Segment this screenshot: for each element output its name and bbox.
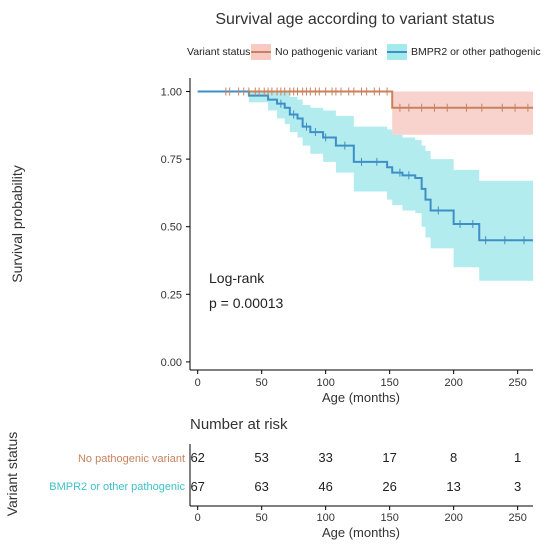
risk-x-tick-label: 150	[380, 512, 398, 524]
logrank-label: Log-rank	[209, 270, 265, 286]
survival-line-bmpr2	[197, 90, 533, 242]
risk-table-ylabel: Variant status	[4, 432, 20, 517]
chart-title: Survival age according to variant status	[215, 11, 494, 28]
risk-value-bmpr2: 63	[254, 479, 268, 494]
risk-value-no-pathogenic: 53	[254, 450, 268, 465]
x-tick-label: 100	[316, 377, 334, 389]
risk-x-axis-ticks: 0 50 100 150 200 250	[195, 506, 527, 524]
risk-table-title: Number at risk	[190, 416, 288, 433]
risk-value-no-pathogenic: 1	[514, 450, 521, 465]
risk-x-tick-label: 250	[508, 512, 526, 524]
legend-label-no-pathogenic: No pathogenic variant	[275, 46, 377, 58]
risk-value-bmpr2: 13	[446, 479, 460, 494]
ci-band-no-pathogenic	[197, 91, 533, 135]
risk-value-bmpr2: 26	[382, 479, 396, 494]
x-tick-label: 150	[380, 377, 398, 389]
risk-value-no-pathogenic: 33	[318, 450, 332, 465]
x-tick-label: 0	[195, 377, 201, 389]
y-tick-label: 0.25	[161, 289, 182, 301]
risk-value-no-pathogenic: 17	[382, 450, 396, 465]
risk-x-tick-label: 50	[256, 512, 268, 524]
y-tick-label: 1.00	[161, 87, 182, 99]
y-axis-ticks: 0.00 0.25 0.50 0.75 1.00	[161, 87, 190, 369]
y-tick-label: 0.75	[161, 154, 182, 166]
risk-value-no-pathogenic: 62	[190, 450, 204, 465]
x-tick-label: 50	[256, 377, 268, 389]
survival-lines	[197, 90, 533, 242]
risk-x-tick-label: 0	[195, 512, 201, 524]
risk-x-tick-label: 100	[316, 512, 334, 524]
legend-label-bmpr2: BMPR2 or other pathogenic	[411, 46, 541, 58]
risk-x-tick-label: 200	[444, 512, 462, 524]
ci-band-bmpr2	[197, 91, 533, 281]
p-value-label: p = 0.00013	[209, 295, 284, 311]
legend: Variant status No pathogenic variant BMP…	[187, 44, 541, 60]
y-tick-label: 0.00	[161, 357, 182, 369]
risk-row-label-bmpr2: BMPR2 or other pathogenic	[49, 481, 185, 493]
risk-row-label-no-pathogenic: No pathogenic variant	[78, 453, 185, 465]
censor-marks	[225, 87, 529, 245]
risk-value-bmpr2: 67	[190, 479, 204, 494]
x-tick-label: 250	[508, 377, 526, 389]
x-axis-ticks: 0 50 100 150 200 250	[195, 370, 527, 389]
risk-table-values: 62 53 33 17 8 1 67 63 46 26 13 3	[190, 450, 521, 494]
survival-line-no-pathogenic	[197, 90, 533, 109]
legend-title: Variant status	[187, 46, 250, 58]
risk-value-bmpr2: 3	[514, 479, 521, 494]
x-axis-label: Age (months)	[322, 390, 400, 405]
y-tick-label: 0.50	[161, 222, 182, 234]
risk-value-bmpr2: 46	[318, 479, 332, 494]
confidence-bands	[197, 91, 533, 281]
x-tick-label: 200	[444, 377, 462, 389]
risk-x-axis-label: Age (months)	[322, 525, 400, 540]
y-axis-label: Survival probability	[9, 165, 25, 283]
risk-value-no-pathogenic: 8	[450, 450, 457, 465]
